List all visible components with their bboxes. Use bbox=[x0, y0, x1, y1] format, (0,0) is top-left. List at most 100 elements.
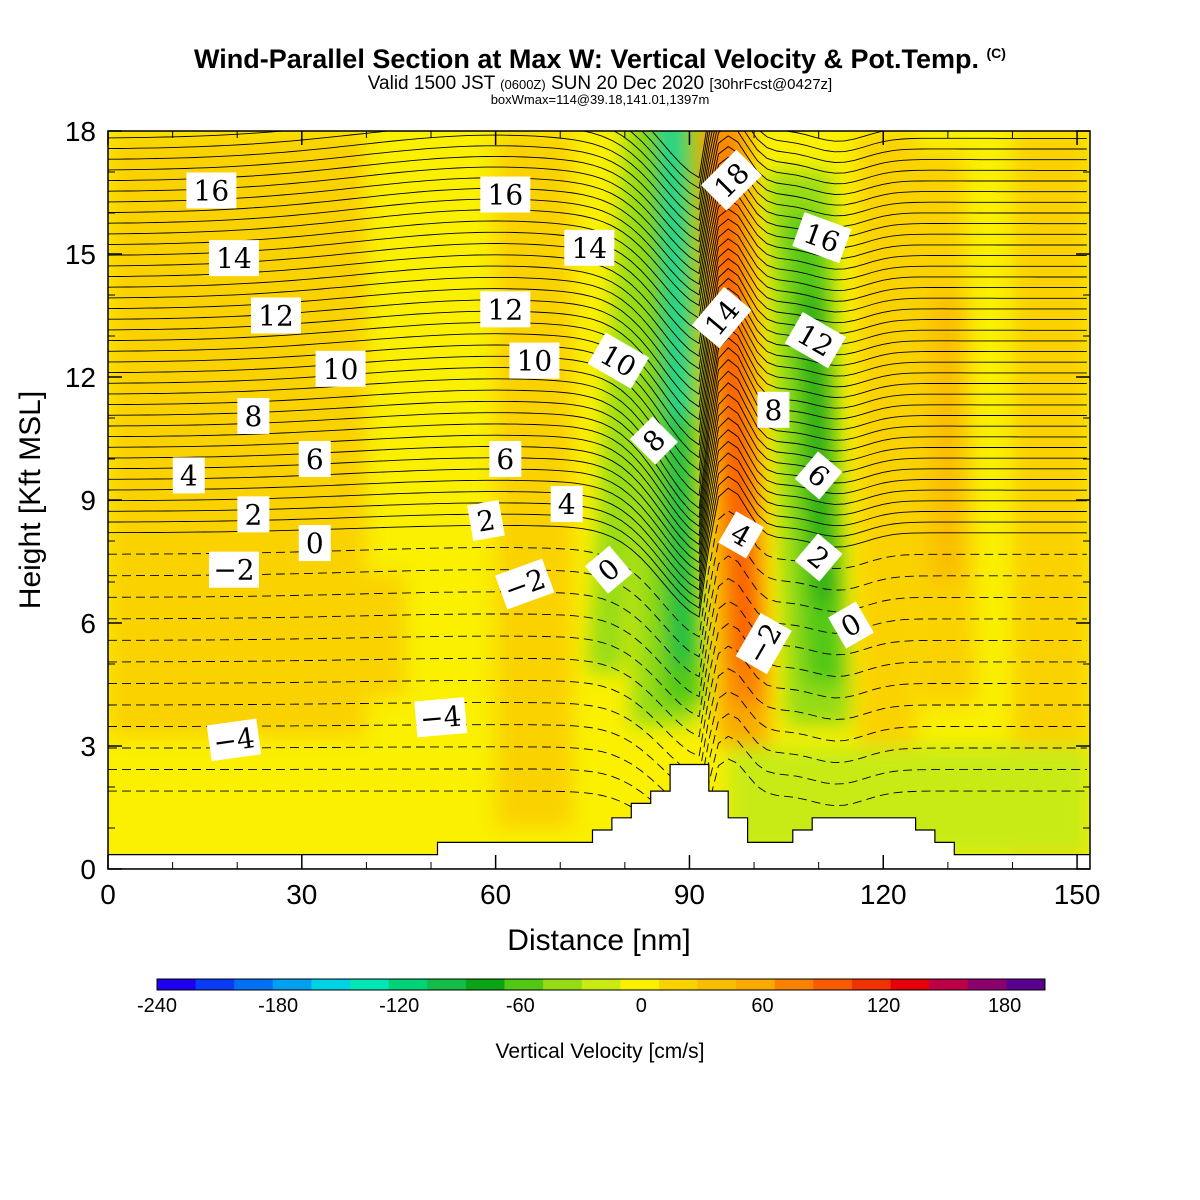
contour-label-text: 2 bbox=[244, 498, 262, 531]
contour-label-box bbox=[794, 451, 843, 500]
contour-label: 10 bbox=[315, 350, 366, 387]
contour-label: 16 bbox=[480, 176, 531, 213]
subtitle-utc: (0600Z) bbox=[500, 77, 546, 92]
contour-label-text: 12 bbox=[488, 293, 524, 326]
colorbar-segment bbox=[851, 979, 892, 990]
contour-label-text: 16 bbox=[194, 174, 230, 207]
y-axis-title: Height [Kft MSL] bbox=[14, 391, 47, 609]
theta-contour bbox=[108, 178, 1087, 296]
contour-label: 16 bbox=[186, 172, 237, 209]
x-tick-label: 150 bbox=[1054, 879, 1101, 910]
colorbar-title: Vertical Velocity [cm/s] bbox=[496, 1040, 705, 1063]
contour-label-text: 4 bbox=[180, 459, 198, 492]
contour-label-box bbox=[480, 176, 531, 213]
contour-label-box bbox=[489, 441, 522, 477]
contour-label-box bbox=[237, 397, 270, 434]
colorbar: -240 -180 -120 -60 0 60 120 180 bbox=[137, 978, 1046, 1017]
theta-contour bbox=[108, 735, 1087, 837]
contour-label: 2 bbox=[467, 499, 505, 542]
contour-label-text: −4 bbox=[211, 721, 256, 759]
y-tick-label: 6 bbox=[80, 608, 96, 639]
contour-label: 12 bbox=[250, 297, 301, 334]
y-tick-label: 0 bbox=[80, 854, 96, 885]
contour-label-box bbox=[629, 416, 678, 465]
theta-contour bbox=[108, 156, 1087, 275]
velocity-field bbox=[108, 131, 1090, 869]
contour-label-box bbox=[495, 558, 555, 610]
theta-contour bbox=[108, 358, 1087, 519]
contour-label: 12 bbox=[784, 312, 847, 369]
contour-label: 8 bbox=[757, 391, 790, 428]
contour-label-box bbox=[784, 312, 847, 369]
x-tick-label: 120 bbox=[860, 879, 907, 910]
colorbar-segment bbox=[890, 979, 930, 990]
contour-label-box bbox=[480, 291, 531, 328]
contour-label-box bbox=[172, 457, 205, 494]
contour-label-box bbox=[250, 297, 301, 334]
field-band bbox=[108, 737, 496, 857]
contour-label: 8 bbox=[237, 397, 270, 434]
theta-contour bbox=[108, 131, 1087, 232]
contour-label-box bbox=[186, 172, 237, 209]
colorbar-tick-label: 180 bbox=[988, 995, 1021, 1017]
theta-contour bbox=[108, 452, 1087, 591]
theta-contour bbox=[108, 464, 1087, 600]
theta-contour bbox=[108, 429, 1087, 573]
theta-contour bbox=[108, 135, 1087, 253]
theta-contour bbox=[108, 327, 1087, 484]
theta-contour bbox=[108, 758, 1087, 857]
field-blob bbox=[729, 295, 753, 562]
theta-contour bbox=[108, 623, 1087, 738]
colorbar-segment bbox=[543, 979, 583, 990]
colorbar-tick-label: -60 bbox=[506, 995, 535, 1017]
colorbar-segment bbox=[427, 979, 467, 990]
contour-label: 4 bbox=[550, 486, 583, 523]
contour-label-box bbox=[564, 229, 615, 266]
contour-label-box bbox=[315, 350, 366, 387]
contour-label-box bbox=[206, 718, 262, 762]
contour-label-text: 16 bbox=[488, 179, 524, 212]
field-blob bbox=[931, 295, 965, 582]
contour-label-box bbox=[237, 496, 270, 533]
chart-title-text: Wind-Parallel Section at Max W: Vertical… bbox=[194, 44, 979, 74]
theta-contour bbox=[108, 555, 1087, 678]
contour-label-text: 10 bbox=[323, 353, 359, 386]
contour-label: −2 bbox=[208, 551, 259, 588]
contour-label-text: 6 bbox=[306, 443, 324, 476]
theta-contour bbox=[108, 297, 1087, 446]
contour-label: 16 bbox=[792, 212, 852, 264]
contour-label-box bbox=[691, 286, 752, 349]
x-tick-label: 60 bbox=[480, 879, 511, 910]
theta-contour bbox=[108, 131, 1087, 211]
contour-label: −4 bbox=[414, 697, 468, 738]
contour-label: 0 bbox=[298, 525, 331, 562]
contour-label-box bbox=[828, 601, 874, 649]
contour-label-text: −4 bbox=[419, 700, 463, 736]
copyright-mark: (C) bbox=[986, 45, 1006, 61]
contour-label: 12 bbox=[480, 291, 531, 328]
theta-contours bbox=[108, 131, 1087, 857]
theta-contour bbox=[108, 287, 1087, 434]
contour-label: 6 bbox=[489, 441, 522, 477]
contour-label-text: 6 bbox=[496, 443, 514, 476]
colorbar-segment bbox=[581, 979, 621, 990]
colorbar-segment bbox=[929, 979, 969, 990]
theta-contour bbox=[108, 487, 1087, 618]
contour-label-box bbox=[794, 533, 843, 582]
theta-contour bbox=[108, 248, 1087, 383]
contour-label: 6 bbox=[298, 441, 331, 477]
theta-contour bbox=[108, 167, 1087, 285]
colorbar-tick-label: -120 bbox=[379, 995, 419, 1017]
contour-label: 14 bbox=[208, 240, 259, 277]
field-blobs bbox=[108, 131, 1090, 869]
theta-contour bbox=[108, 146, 1087, 264]
colorbar-segment bbox=[388, 979, 428, 990]
theta-contour bbox=[108, 475, 1087, 609]
contour-label-box bbox=[467, 499, 505, 542]
x-tick-label: 30 bbox=[286, 879, 317, 910]
contour-label: 4 bbox=[718, 511, 764, 559]
contour-label-box bbox=[757, 391, 790, 428]
colorbar-segment bbox=[967, 979, 1007, 990]
